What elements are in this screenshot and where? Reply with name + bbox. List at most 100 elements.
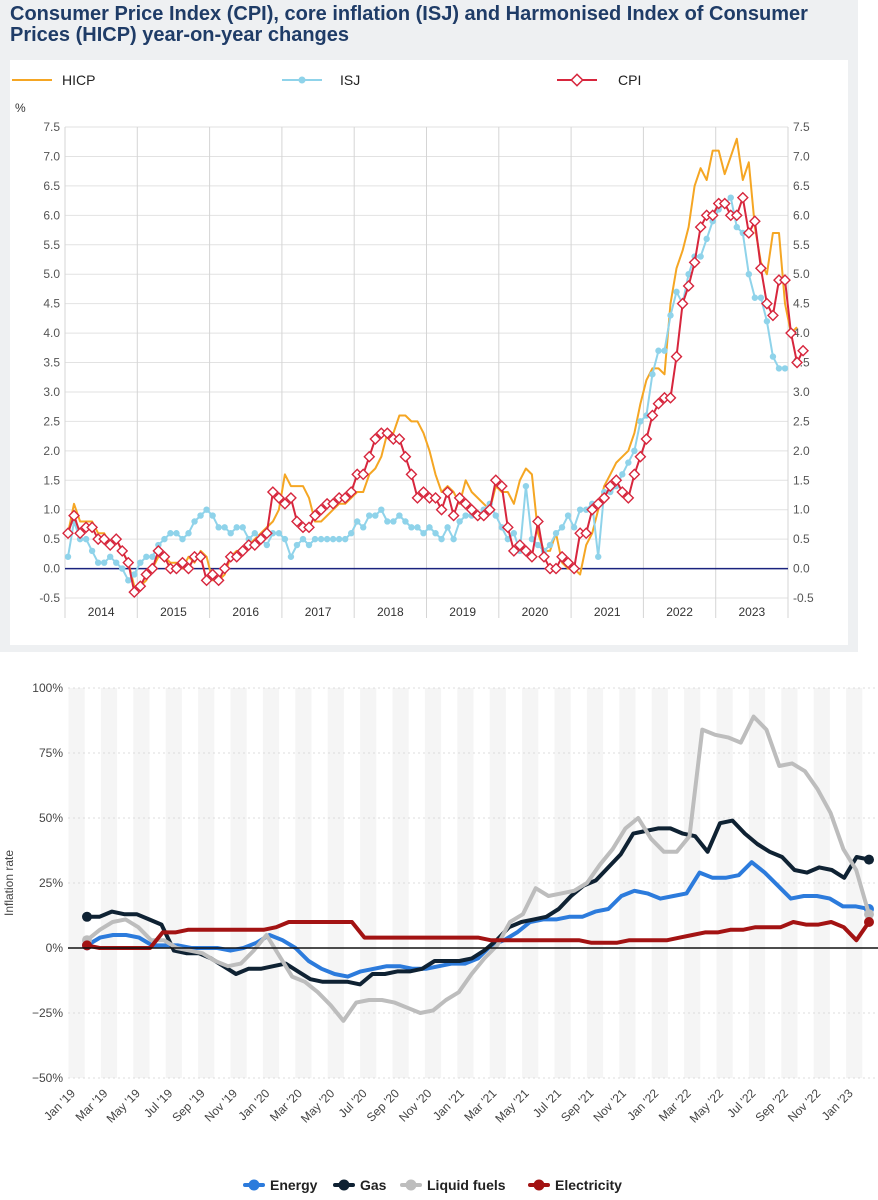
data-point (441, 486, 454, 498)
y-tick-label-left: 3.5 (43, 356, 60, 370)
data-point (791, 356, 803, 369)
legend-label: CPI (618, 72, 641, 88)
data-point (661, 347, 668, 354)
data-point (375, 427, 388, 440)
data-point (275, 530, 283, 537)
data-point (315, 503, 328, 516)
data-point (459, 497, 472, 510)
data-point (634, 450, 647, 463)
y-tick-label-right: 6.0 (793, 208, 810, 222)
data-point (637, 418, 644, 425)
data-point (242, 539, 255, 551)
data-point (82, 535, 90, 543)
data-point (513, 539, 526, 551)
legend-marker (533, 1179, 545, 1191)
data-point (471, 509, 484, 522)
data-point (727, 194, 734, 201)
data-point (643, 412, 650, 419)
x-tick-label: 2020 (522, 605, 549, 619)
data-point (712, 197, 725, 210)
y-tick-label-left: 5.5 (43, 238, 60, 252)
column-band (262, 688, 280, 1078)
top-chart-panel: Consumer Price Index (CPI), core inflati… (0, 0, 858, 652)
end-point (864, 917, 874, 927)
data-point (149, 553, 156, 560)
data-point (766, 309, 779, 322)
data-point (534, 541, 542, 549)
data-point (357, 468, 370, 481)
data-point (522, 482, 530, 490)
data-point (604, 480, 617, 493)
data-point (483, 503, 496, 516)
data-point (387, 433, 400, 445)
data-point (697, 253, 704, 260)
data-point (550, 562, 562, 575)
legend-isj: ISJ (282, 72, 360, 88)
data-point (568, 562, 581, 575)
y-tick-label: 100% (32, 681, 63, 695)
data-point (748, 215, 761, 228)
data-point (297, 521, 309, 534)
legend-label: Electricity (555, 1177, 622, 1193)
data-point (408, 524, 415, 531)
data-point (378, 506, 385, 513)
legend-hicp: HICP (12, 72, 95, 88)
data-point (173, 530, 180, 537)
data-point (739, 229, 747, 237)
data-point (197, 512, 204, 519)
data-point (113, 559, 120, 566)
y-tick-label-right: 3.0 (793, 385, 810, 399)
data-point (658, 391, 671, 404)
data-point (272, 491, 285, 504)
data-point (558, 524, 566, 531)
data-point (369, 433, 382, 445)
x-tick-label: 2018 (377, 605, 404, 619)
data-point (676, 297, 689, 310)
data-point (667, 312, 674, 319)
y-tick-label-right: 0.0 (793, 562, 810, 576)
legend-gas: Gas (333, 1177, 387, 1193)
y-tick-label-left: 4.0 (43, 326, 60, 340)
top-chart-title: Consumer Price Index (CPI), core inflati… (10, 3, 808, 46)
x-tick-label: Sep '21 (558, 1086, 597, 1125)
data-point (299, 535, 307, 543)
data-point (106, 553, 114, 560)
y-tick-label-left: 1.5 (43, 473, 60, 487)
x-tick-label: May '20 (298, 1086, 338, 1126)
y-tick-label-right: 5.5 (793, 238, 810, 252)
data-point (92, 533, 105, 546)
bottom-chart-svg: 100% 75% 50% 25% 0% −25% −50% Inflation rate Jan… (2, 681, 878, 1193)
y-tick-label-right: 2.5 (793, 414, 810, 428)
y-tick-label: 75% (39, 746, 63, 760)
data-point (598, 491, 611, 504)
data-point (347, 530, 355, 537)
data-point (574, 527, 587, 540)
data-point (396, 512, 403, 519)
data-point (742, 227, 755, 239)
y-tick-label-left: 6.5 (43, 179, 60, 193)
data-point (438, 535, 445, 543)
data-point (64, 553, 72, 560)
y-axis-title: Inflation rate (2, 850, 16, 916)
legend-label: HICP (62, 72, 95, 88)
data-point (164, 562, 177, 575)
column-band (489, 688, 506, 1078)
data-point (269, 530, 277, 537)
data-point (128, 586, 141, 599)
y-tick-label-right: 1.5 (793, 473, 810, 487)
data-point (447, 509, 460, 522)
data-point (477, 509, 490, 522)
data-point (423, 491, 436, 504)
data-point (251, 530, 258, 537)
y-tick-label-left: 3.0 (43, 385, 60, 399)
x-tick-label: Nov '22 (785, 1086, 824, 1125)
data-point (417, 486, 430, 498)
data-point (281, 535, 289, 543)
data-point (345, 486, 358, 498)
data-point (284, 491, 297, 504)
x-tick-label: Sep '20 (364, 1086, 403, 1125)
data-point (510, 530, 518, 537)
data-point (206, 568, 219, 581)
data-point (176, 556, 189, 569)
data-point (646, 409, 659, 422)
